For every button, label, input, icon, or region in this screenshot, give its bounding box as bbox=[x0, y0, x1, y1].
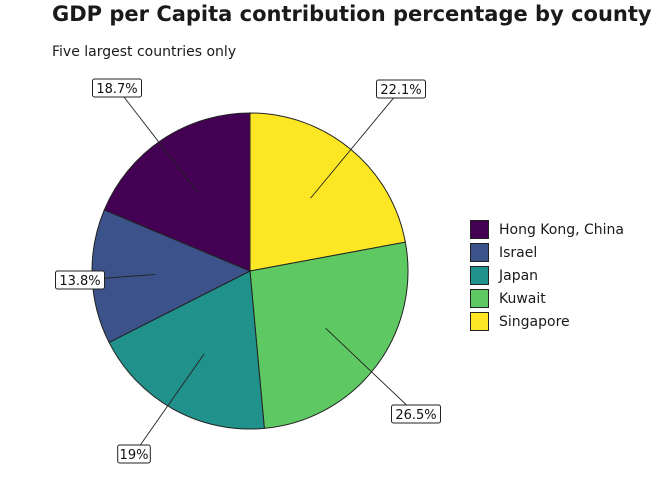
slice-value-box bbox=[92, 78, 142, 98]
slice-value-box bbox=[391, 404, 441, 424]
chart-title: GDP per Capita contribution percentage b… bbox=[52, 2, 652, 26]
legend-swatch bbox=[470, 243, 489, 262]
legend-item: Japan bbox=[470, 264, 624, 287]
slice-value-box bbox=[376, 79, 426, 99]
pie-slice-hong-kong-china bbox=[103, 112, 251, 272]
legend-label: Japan bbox=[499, 267, 539, 284]
legend-label: Singapore bbox=[499, 313, 570, 330]
leader-line bbox=[116, 87, 198, 193]
legend-swatch bbox=[470, 220, 489, 239]
slice-value-text: 22.1% bbox=[380, 83, 421, 98]
chart-subtitle: Five largest countries only bbox=[52, 44, 237, 60]
legend-swatch bbox=[470, 289, 489, 308]
slice-value-label: 19% bbox=[117, 444, 151, 464]
slice-value-text: 18.7% bbox=[96, 82, 137, 97]
slice-value-text: 13.8% bbox=[59, 274, 100, 289]
legend-label: Hong Kong, China bbox=[499, 221, 625, 238]
slice-value-label: 18.7% bbox=[92, 78, 142, 98]
legend-item: Kuwait bbox=[470, 287, 624, 310]
leader-line bbox=[310, 88, 402, 199]
slice-value-label: 13.8% bbox=[55, 270, 105, 290]
slice-value-label: 22.1% bbox=[376, 79, 426, 99]
legend-item: Israel bbox=[470, 241, 624, 264]
slice-value-text: 26.5% bbox=[395, 408, 436, 423]
leader-line bbox=[325, 327, 417, 415]
legend-item: Singapore bbox=[470, 310, 624, 333]
legend-swatch bbox=[470, 312, 489, 331]
slice-value-label: 26.5% bbox=[391, 404, 441, 424]
slice-value-box bbox=[117, 444, 151, 464]
legend: Hong Kong, China Israel Japan Kuwait Sin… bbox=[470, 218, 624, 333]
pie-slice-japan bbox=[108, 270, 265, 430]
legend-label: Kuwait bbox=[499, 290, 546, 307]
pie-slice-kuwait bbox=[249, 241, 409, 429]
legend-item: Hong Kong, China bbox=[470, 218, 624, 241]
legend-swatch bbox=[470, 266, 489, 285]
leader-line bbox=[133, 353, 205, 455]
slice-value-text: 19% bbox=[120, 448, 149, 463]
legend-label: Israel bbox=[499, 244, 538, 261]
slice-value-box bbox=[55, 270, 105, 290]
